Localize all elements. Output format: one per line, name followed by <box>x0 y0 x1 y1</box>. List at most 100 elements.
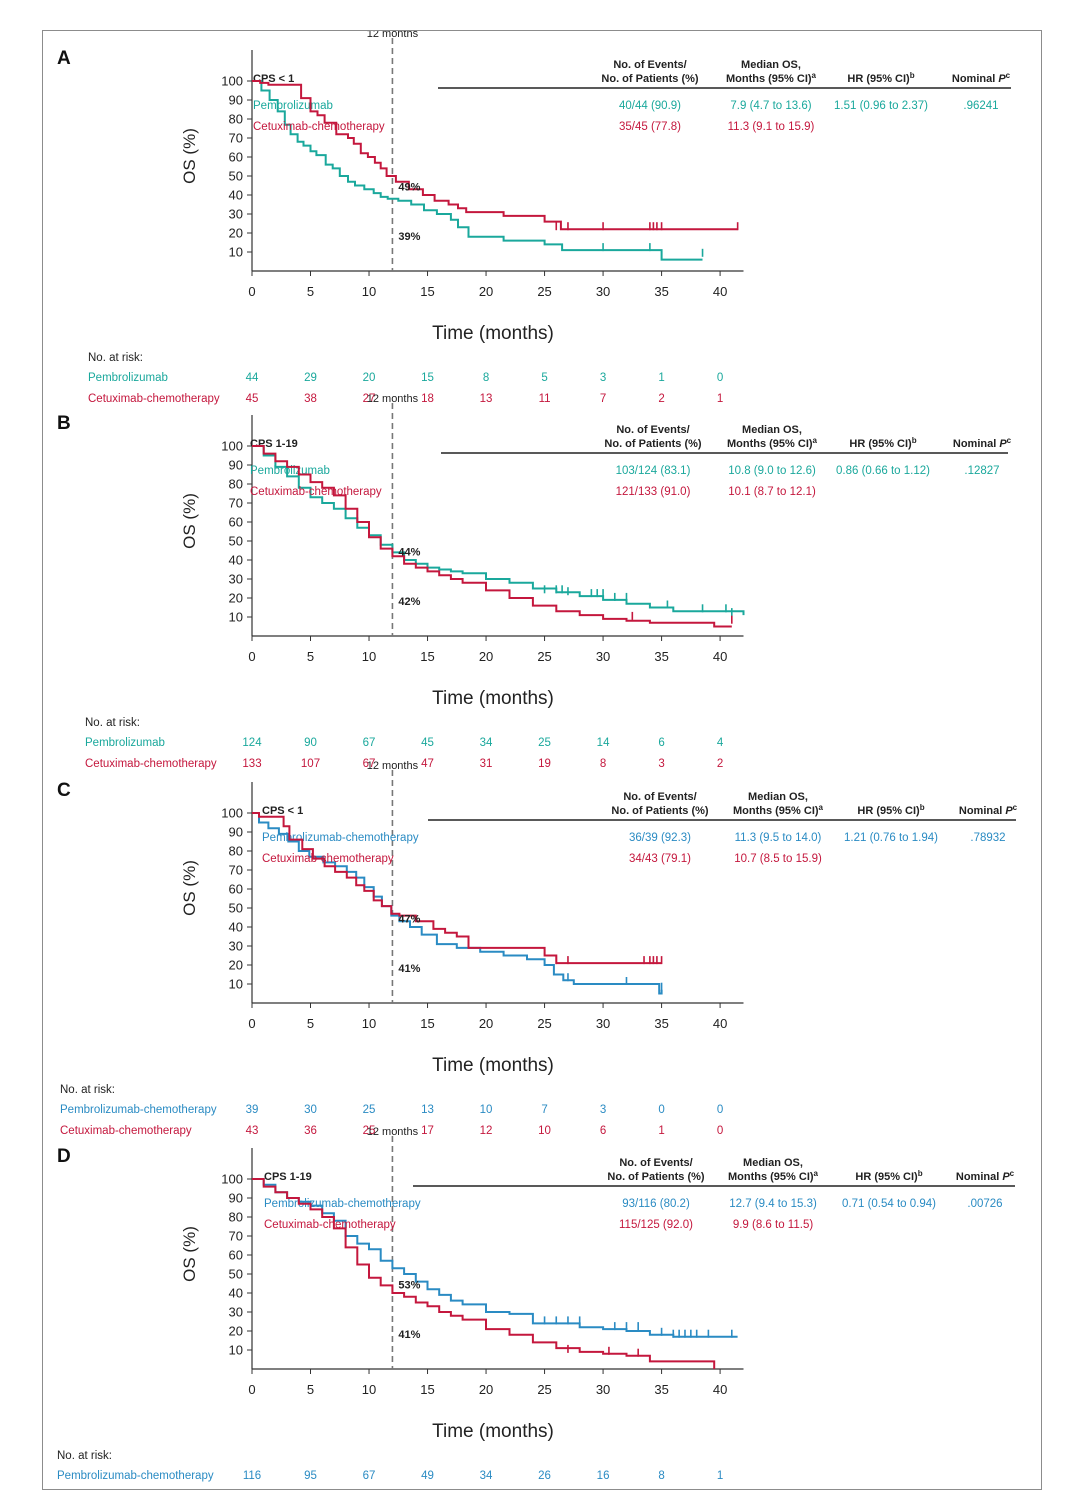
y-axis-label: OS (%) <box>180 493 199 549</box>
risk-count: 116 <box>243 1470 261 1482</box>
milestone-lower: 41% <box>398 963 420 975</box>
km-curve-cetux <box>252 445 732 628</box>
risk-count: 13 <box>480 393 493 405</box>
y-tick-label: 30 <box>229 1305 243 1320</box>
col-header-median-2: Months (95% CI)a <box>727 436 818 450</box>
risk-row-label: Pembrolizumab-chemotherapy <box>57 1470 214 1482</box>
y-tick-label: 30 <box>229 939 243 954</box>
y-tick-label: 40 <box>229 553 243 568</box>
x-tick-label: 25 <box>537 1382 551 1397</box>
median-value: 7.9 (4.7 to 13.6) <box>730 100 811 112</box>
y-tick-label: 20 <box>229 591 243 606</box>
x-tick-label: 30 <box>596 284 610 299</box>
risk-row-label: Pembrolizumab-chemotherapy <box>60 1104 217 1116</box>
x-tick-label: 20 <box>479 1016 493 1031</box>
risk-count: 3 <box>600 372 606 384</box>
median-value: 10.1 (8.7 to 12.1) <box>728 486 816 498</box>
risk-count: 1 <box>658 1125 664 1137</box>
hr-value: 0.86 (0.66 to 1.12) <box>836 465 930 477</box>
x-tick-label: 40 <box>713 1382 727 1397</box>
risk-count: 14 <box>597 737 610 749</box>
risk-count: 44 <box>246 372 259 384</box>
col-header-p: Nominal Pc <box>959 803 1018 817</box>
risk-count: 3 <box>600 1104 606 1116</box>
risk-count: 17 <box>421 1125 434 1137</box>
hr-value: 1.21 (0.76 to 1.94) <box>844 832 938 844</box>
risk-title: No. at risk: <box>88 352 143 364</box>
y-tick-label: 10 <box>229 1343 243 1358</box>
figure-frame: A 10 20 30 40 50 60 70 80 90 100 0 5 10 15 20 25 30 35 40 OS… <box>42 30 1042 1490</box>
km-curve-pembro <box>252 80 703 261</box>
km-curve-pembro <box>252 445 745 616</box>
y-tick-label: 50 <box>229 901 243 916</box>
y-tick-label: 60 <box>229 150 243 165</box>
risk-count: 4 <box>717 737 724 749</box>
risk-count: 7 <box>541 1104 547 1116</box>
risk-count: 11 <box>539 393 551 405</box>
x-tick-label: 15 <box>420 1016 434 1031</box>
col-header-median-2: Months (95% CI)a <box>733 803 824 817</box>
median-value: 9.9 (8.6 to 11.5) <box>733 1219 814 1231</box>
risk-count: 95 <box>304 1470 317 1482</box>
risk-row-label: Cetuximab-chemotherapy <box>60 1125 192 1137</box>
x-tick-label: 10 <box>362 284 376 299</box>
events-value: 121/133 (91.0) <box>616 486 691 498</box>
y-axis-label: OS (%) <box>180 128 199 184</box>
col-header-events-1: No. of Events/ <box>613 59 686 71</box>
x-axis-label: Time (months) <box>432 1055 554 1076</box>
risk-count: 25 <box>363 1125 376 1137</box>
y-tick-label: 90 <box>229 93 243 108</box>
risk-count: 0 <box>658 1104 664 1116</box>
risk-count: 49 <box>421 1470 434 1482</box>
milestone-lower: 41% <box>398 1329 420 1341</box>
col-header-hr: HR (95% CI)b <box>849 436 916 450</box>
x-tick-label: 30 <box>596 1382 610 1397</box>
col-header-hr: HR (95% CI)b <box>855 1169 922 1183</box>
events-value: 40/44 (90.9) <box>619 100 681 112</box>
legend-series-name: Pembrolizumab-chemotherapy <box>262 832 419 844</box>
x-axis-label: Time (months) <box>432 323 554 344</box>
x-tick-label: 0 <box>248 1016 255 1031</box>
milestone-lower: 39% <box>398 231 420 243</box>
risk-count: 36 <box>304 1125 317 1137</box>
x-axis-label: Time (months) <box>432 688 554 709</box>
y-tick-label: 100 <box>221 806 243 821</box>
col-header-events-2: No. of Patients (%) <box>607 1171 705 1183</box>
risk-count: 39 <box>246 1104 259 1116</box>
risk-row-label: Cetuximab-chemotherapy <box>88 393 220 405</box>
risk-count: 29 <box>304 372 317 384</box>
x-tick-label: 25 <box>537 649 551 664</box>
panel-letter: D <box>57 1146 71 1167</box>
panel-letter: A <box>57 48 71 69</box>
col-header-hr: HR (95% CI)b <box>847 71 914 85</box>
risk-count: 8 <box>658 1470 664 1482</box>
x-tick-label: 10 <box>362 1016 376 1031</box>
x-tick-label: 10 <box>362 649 376 664</box>
x-tick-label: 35 <box>654 1016 668 1031</box>
risk-count: 30 <box>304 1104 317 1116</box>
col-header-events-2: No. of Patients (%) <box>611 805 709 817</box>
col-header-events-2: No. of Patients (%) <box>604 438 702 450</box>
y-axis-label: OS (%) <box>180 860 199 916</box>
risk-row-label: Pembrolizumab <box>88 372 168 384</box>
y-tick-label: 70 <box>229 1229 243 1244</box>
legend-series-name: Cetuximab-chemotherapy <box>264 1219 396 1231</box>
y-tick-label: 20 <box>229 226 243 241</box>
x-tick-label: 0 <box>248 1382 255 1397</box>
legend-series-name: Cetuximab-chemotherapy <box>253 121 385 133</box>
y-tick-label: 10 <box>229 245 243 260</box>
x-tick-label: 25 <box>537 1016 551 1031</box>
risk-count: 45 <box>246 393 259 405</box>
risk-count: 15 <box>421 372 434 384</box>
x-tick-label: 20 <box>479 284 493 299</box>
y-axis-label: OS (%) <box>180 1226 199 1282</box>
y-tick-label: 10 <box>229 610 243 625</box>
median-value: 10.7 (8.5 to 15.9) <box>734 853 822 865</box>
x-tick-label: 15 <box>420 1382 434 1397</box>
y-tick-label: 100 <box>221 74 243 89</box>
risk-count: 13 <box>421 1104 434 1116</box>
col-header-p: Nominal Pc <box>953 436 1012 450</box>
km-curve-cetux <box>252 1178 716 1369</box>
subgroup-label: CPS 1-19 <box>264 1171 312 1183</box>
